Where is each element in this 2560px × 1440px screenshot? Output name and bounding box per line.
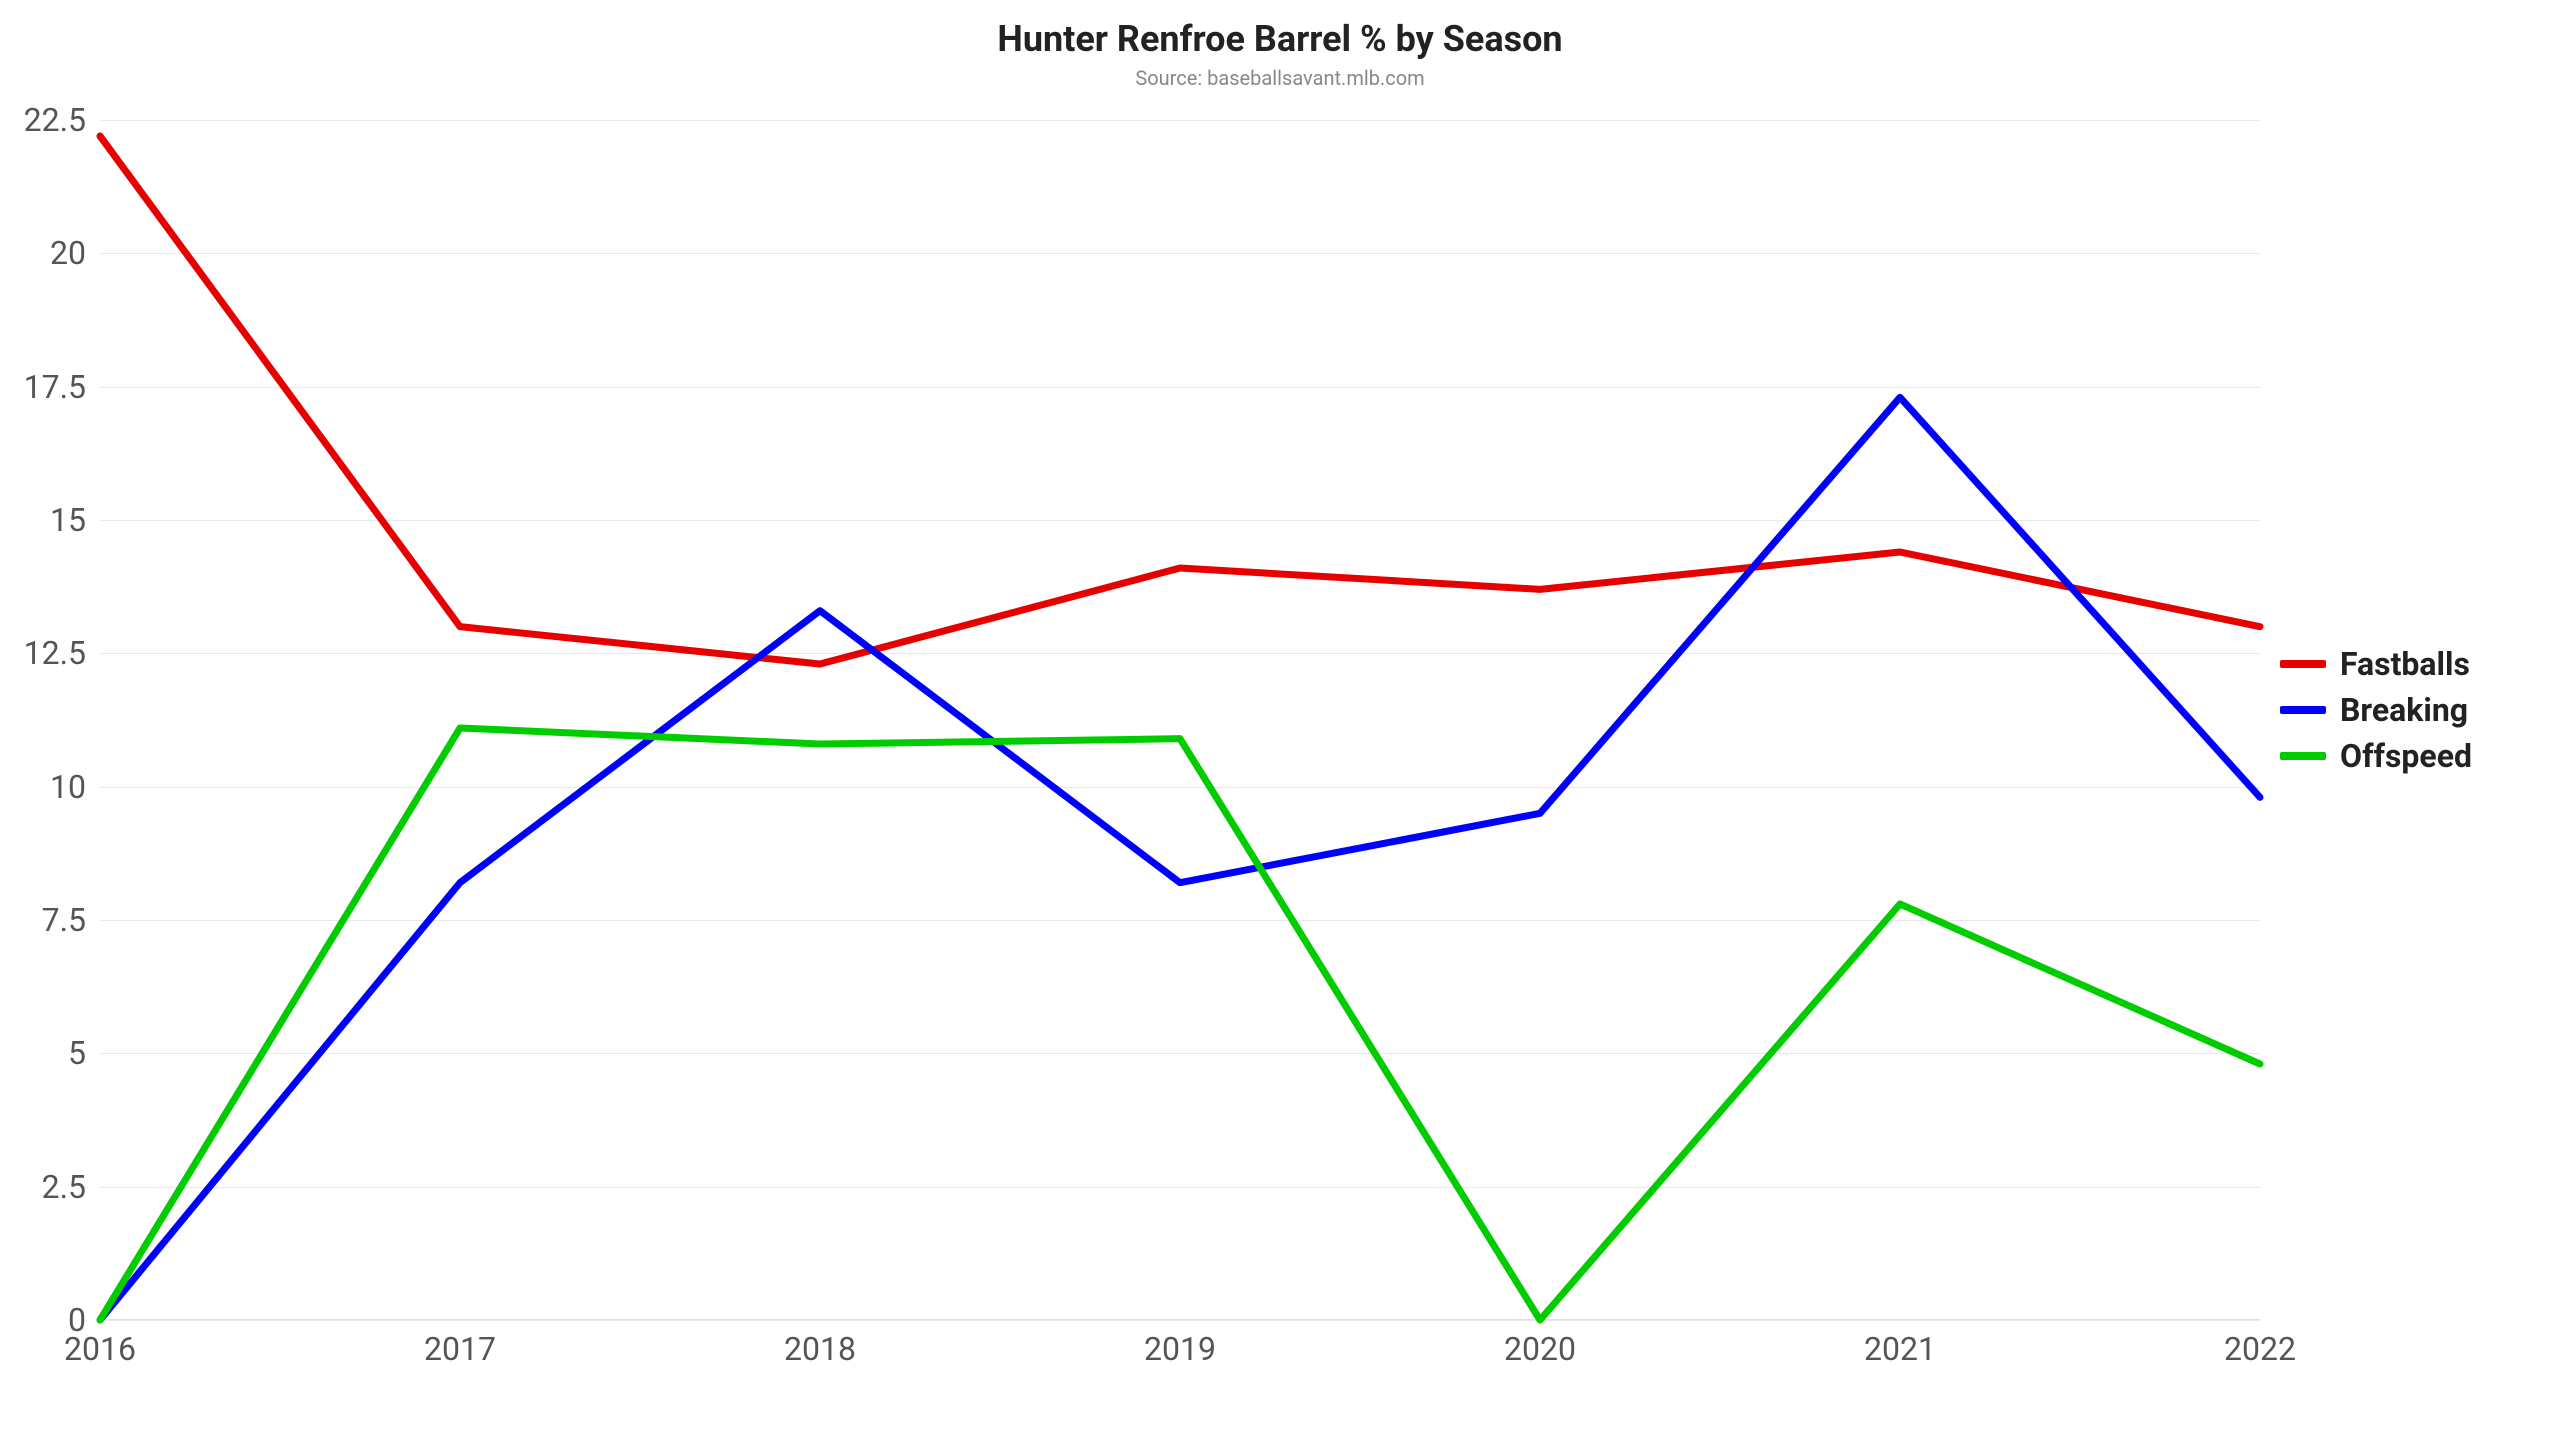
y-tick-label: 7.5 (42, 901, 100, 939)
x-tick-label: 2018 (784, 1320, 856, 1368)
series-line-fastballs (100, 136, 2260, 664)
legend-item-breaking: Breaking (2280, 691, 2472, 729)
legend-swatch (2280, 752, 2326, 760)
x-tick-label: 2022 (2224, 1320, 2296, 1368)
chart-title: Hunter Renfroe Barrel % by Season (0, 18, 2560, 60)
legend: Fastballs Breaking Offspeed (2280, 645, 2472, 783)
legend-swatch (2280, 660, 2326, 668)
plot-area: 02.557.51012.51517.52022.5 2016201720182… (100, 120, 2260, 1320)
y-tick-label: 17.5 (24, 368, 100, 406)
legend-label: Fastballs (2340, 645, 2470, 683)
chart-container: Hunter Renfroe Barrel % by Season Source… (0, 0, 2560, 1440)
chart-lines (100, 120, 2260, 1320)
y-tick-label: 12.5 (24, 634, 100, 672)
x-tick-label: 2017 (424, 1320, 496, 1368)
x-tick-label: 2019 (1144, 1320, 1216, 1368)
legend-label: Breaking (2340, 691, 2468, 729)
y-tick-label: 20 (50, 234, 100, 272)
y-tick-label: 2.5 (42, 1168, 100, 1206)
y-tick-label: 22.5 (24, 101, 100, 139)
series-line-breaking (100, 397, 2260, 1320)
legend-swatch (2280, 706, 2326, 714)
x-tick-label: 2020 (1504, 1320, 1576, 1368)
x-tick-label: 2021 (1864, 1320, 1936, 1368)
x-tick-label: 2016 (64, 1320, 136, 1368)
y-tick-label: 5 (68, 1034, 100, 1072)
y-tick-label: 15 (50, 501, 100, 539)
chart-subtitle: Source: baseballsavant.mlb.com (0, 66, 2560, 90)
legend-item-offspeed: Offspeed (2280, 737, 2472, 775)
legend-item-fastballs: Fastballs (2280, 645, 2472, 683)
y-tick-label: 10 (50, 768, 100, 806)
series-line-offspeed (100, 728, 2260, 1320)
legend-label: Offspeed (2340, 737, 2472, 775)
